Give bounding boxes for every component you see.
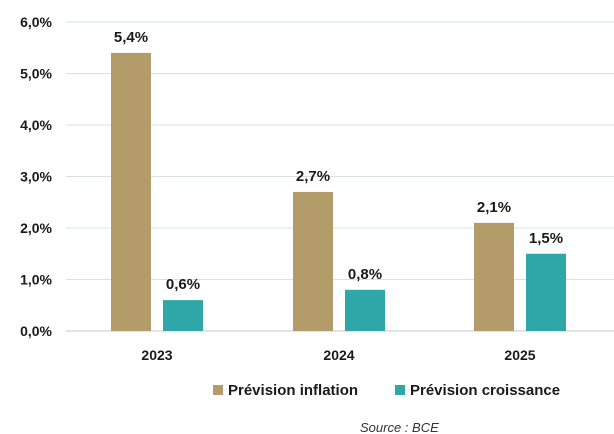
- data-labels: 5,4% 0,6% 2,7% 0,8% 2,1% 1,5%: [114, 29, 563, 293]
- x-tick-label: 2023: [141, 347, 172, 363]
- source-note: Source : BCE: [360, 420, 439, 434]
- y-tick-label: 4,0%: [20, 117, 52, 133]
- bar: [163, 300, 203, 331]
- y-tick-label: 2,0%: [20, 220, 52, 236]
- bar: [111, 52, 151, 332]
- y-tick-label: 6,0%: [20, 14, 52, 30]
- bar: [293, 191, 333, 331]
- x-axis-ticks: 2023 2024 2025: [141, 347, 535, 363]
- legend-label-inflation: Prévision inflation: [228, 382, 358, 399]
- y-tick-label: 0,0%: [20, 323, 52, 339]
- y-axis-ticks: 0,0% 1,0% 2,0% 3,0% 4,0% 5,0% 6,0%: [20, 14, 52, 339]
- data-label: 0,6%: [166, 276, 200, 293]
- bar: [474, 222, 514, 331]
- bar: [345, 289, 385, 331]
- legend-label-croissance: Prévision croissance: [410, 382, 560, 399]
- y-tick-label: 3,0%: [20, 169, 52, 185]
- bars: [111, 52, 566, 332]
- gridlines: [66, 21, 614, 332]
- data-label: 0,8%: [348, 266, 382, 283]
- legend-swatch-croissance: [395, 385, 405, 395]
- x-tick-label: 2025: [504, 347, 535, 363]
- legend-swatch-inflation: [213, 385, 223, 395]
- x-tick-label: 2024: [323, 347, 354, 363]
- bar: [526, 253, 566, 331]
- y-tick-label: 5,0%: [20, 66, 52, 82]
- y-tick-label: 1,0%: [20, 272, 52, 288]
- data-label: 2,7%: [296, 168, 330, 185]
- legend: Prévision inflation Prévision croissance: [213, 382, 560, 399]
- data-label: 2,1%: [477, 199, 511, 216]
- data-label: 5,4%: [114, 29, 148, 46]
- data-label: 1,5%: [529, 230, 563, 247]
